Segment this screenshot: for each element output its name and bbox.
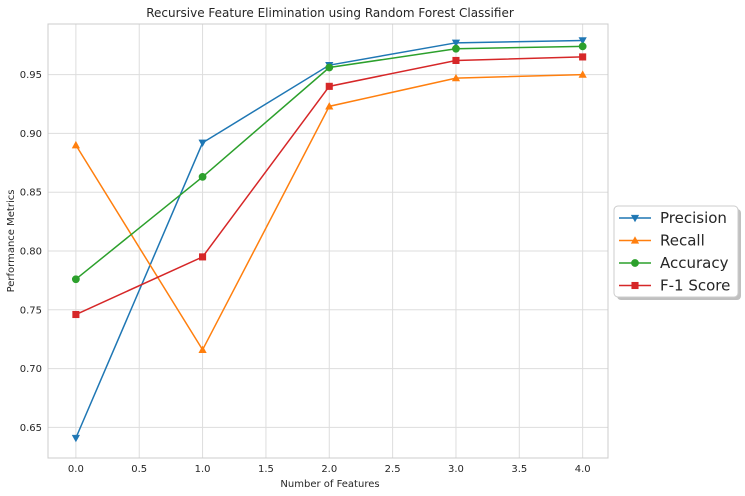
data-point-recall [198,345,207,353]
data-point-recall [71,140,80,149]
legend-label: Precision [660,209,727,227]
data-point-f-1-score [579,53,587,61]
legend-label: Accuracy [660,254,729,272]
data-point-recall [578,70,587,78]
legend-items: Precision Recall Accuracy F-1 Score [619,209,730,295]
legend-marker [631,259,639,267]
x-tick-label: 2.5 [385,464,401,475]
legend-box [613,205,739,298]
y-tick-label: 0.70 [20,364,42,375]
series-group [71,37,587,443]
data-point-accuracy [452,44,460,53]
y-tick-label: 0.75 [20,305,42,316]
x-tick-label: 2.0 [321,464,337,475]
y-axis-label: Performance Metrics [6,190,17,293]
data-point-f-1-score [199,253,207,261]
data-point-recall [325,102,334,110]
x-tick-label: 1.5 [258,464,274,475]
x-tick-label: 4.0 [575,464,591,475]
legend-marker [630,236,640,244]
x-axis-ticks: 0.0 0.5 1.0 1.5 2.0 2.5 3.0 3.5 4.0 [68,464,591,475]
legend-entry-f-1-score: F-1 Score [619,277,730,295]
y-tick-label: 0.90 [20,129,42,140]
legend: Precision Recall Accuracy F-1 Score [613,205,741,300]
data-point-precision [71,434,80,443]
x-tick-label: 3.5 [511,464,527,475]
legend-entry-accuracy: Accuracy [619,254,729,272]
legend-label: F-1 Score [660,277,730,295]
data-point-f-1-score [325,82,333,90]
y-tick-label: 0.80 [20,246,42,257]
legend-entry-recall: Recall [619,232,705,250]
data-point-f-1-score [72,310,80,319]
legend-marker [631,281,639,290]
x-tick-label: 0.0 [68,464,84,475]
x-tick-label: 0.5 [131,464,147,475]
data-point-accuracy [578,42,587,51]
legend-entry-precision: Precision [619,209,727,227]
series-accuracy [71,42,587,284]
x-axis-label: Number of Features [280,479,379,490]
data-point-precision [578,37,587,45]
chart-title: Recursive Feature Elimination using Rand… [146,6,514,20]
data-point-recall [451,73,461,82]
x-tick-label: 1.0 [195,464,211,475]
y-tick-label: 0.95 [20,70,42,81]
grid [48,24,608,458]
data-point-precision [451,39,461,48]
legend-marker [630,214,640,223]
series-f-1-score [72,53,587,319]
y-tick-label: 0.85 [20,188,42,199]
data-point-precision [198,139,207,148]
legend-label: Recall [660,232,705,250]
data-point-accuracy [325,63,334,72]
y-tick-label: 0.65 [20,423,42,434]
x-tick-label: 3.0 [448,464,464,475]
y-axis-ticks: 0.65 0.70 0.75 0.80 0.85 0.90 0.95 [20,70,42,434]
series-recall [71,70,587,353]
plot-area-frame [47,23,609,459]
data-point-accuracy [198,172,207,181]
data-point-f-1-score [452,56,460,65]
data-point-accuracy [71,275,80,284]
